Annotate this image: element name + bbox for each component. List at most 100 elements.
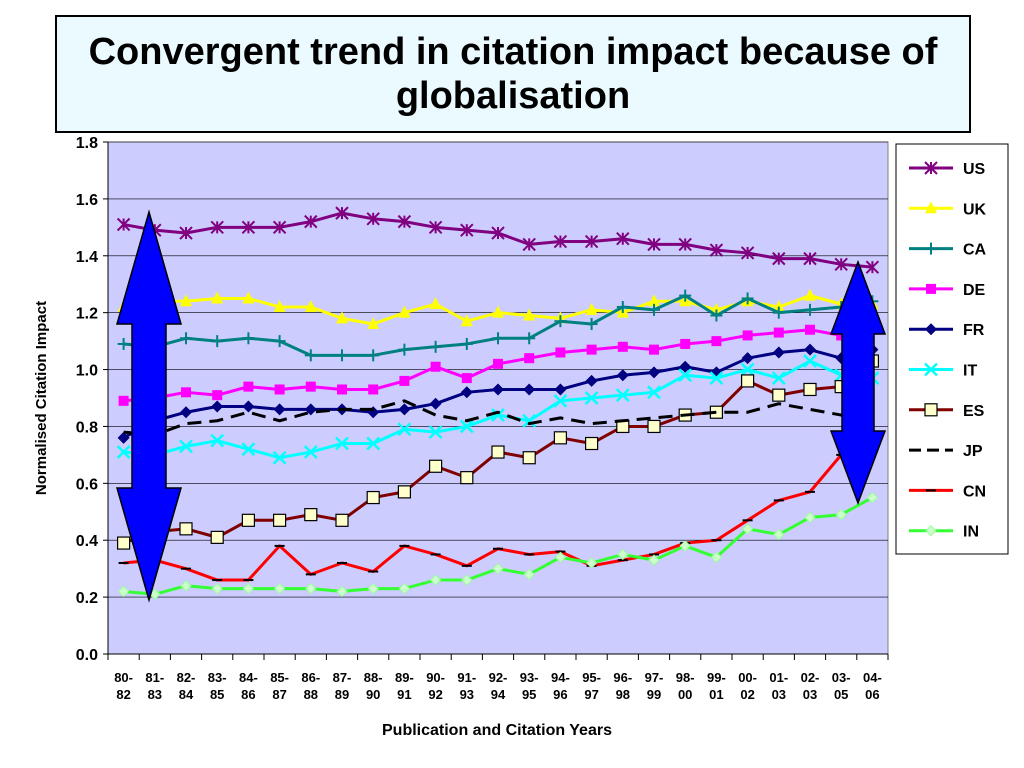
legend-item-uk: UK xyxy=(909,201,987,218)
data-point xyxy=(925,323,937,336)
data-point xyxy=(925,524,937,537)
legend-label: JP xyxy=(963,443,983,460)
data-point xyxy=(399,375,410,386)
data-point xyxy=(491,226,505,240)
data-point xyxy=(116,217,131,232)
data-point xyxy=(273,582,286,595)
x-tick-label: 95-97 xyxy=(582,670,601,702)
series-layer xyxy=(116,206,880,600)
data-point xyxy=(585,557,598,569)
data-point xyxy=(272,220,287,235)
data-point xyxy=(117,337,130,350)
data-point xyxy=(711,336,722,347)
data-point xyxy=(429,297,442,310)
data-point xyxy=(210,433,225,448)
data-point xyxy=(493,358,503,369)
data-point xyxy=(772,251,786,266)
data-point xyxy=(337,384,347,395)
legend: US UK CA DE FR IT ES JP CN IN xyxy=(895,143,1009,555)
data-point xyxy=(335,513,349,527)
x-tick-label: 03-05 xyxy=(832,670,851,702)
data-point xyxy=(771,371,786,385)
data-point xyxy=(804,511,816,524)
series-in xyxy=(117,491,879,600)
data-point xyxy=(180,332,192,345)
data-point xyxy=(242,291,255,304)
legend-label: DE xyxy=(963,282,986,299)
data-point xyxy=(367,582,379,595)
legend-box xyxy=(895,143,1009,555)
data-point xyxy=(617,341,628,352)
data-point xyxy=(710,309,723,322)
data-point xyxy=(866,491,879,504)
data-point xyxy=(836,330,847,341)
x-tick-label: 02-03 xyxy=(801,670,820,702)
data-point xyxy=(303,445,318,459)
legend-item-us: US xyxy=(909,161,986,178)
data-point xyxy=(211,291,224,304)
data-point xyxy=(336,311,348,324)
data-point xyxy=(803,382,817,397)
x-tick-label: 96-98 xyxy=(613,670,632,702)
data-point xyxy=(804,303,816,316)
y-tick-label: 0.4 xyxy=(76,533,98,550)
data-point xyxy=(179,226,193,240)
x-tick-label: 92-94 xyxy=(489,670,508,702)
data-point xyxy=(679,360,692,373)
data-point xyxy=(304,349,317,362)
data-point xyxy=(336,585,348,598)
data-point xyxy=(429,397,442,410)
data-point xyxy=(367,349,380,362)
data-point xyxy=(523,308,536,321)
data-point xyxy=(366,212,380,226)
data-point xyxy=(616,369,629,382)
y-axis: 0.0 0.2 0.4 0.6 0.8 1.0 1.2 1.4 1.6 1.8 xyxy=(76,135,109,664)
data-point xyxy=(492,383,504,396)
data-point xyxy=(679,289,692,302)
data-point xyxy=(242,332,255,345)
data-point xyxy=(678,368,693,383)
x-tick-label: 91-93 xyxy=(457,670,476,702)
legend-item-in: IN xyxy=(909,524,979,541)
data-point xyxy=(773,327,784,338)
data-point xyxy=(740,246,755,260)
data-point xyxy=(925,201,937,214)
data-point xyxy=(274,384,285,395)
data-point xyxy=(586,344,597,355)
data-point xyxy=(428,220,443,235)
legend-label: UK xyxy=(963,201,987,218)
data-point xyxy=(554,315,567,328)
data-point xyxy=(555,347,566,358)
data-point xyxy=(616,300,629,313)
data-point xyxy=(491,445,505,459)
data-point xyxy=(648,554,660,566)
series-jp xyxy=(123,399,873,437)
series-us xyxy=(116,206,880,274)
data-point xyxy=(179,439,193,454)
data-point xyxy=(524,353,535,364)
data-point xyxy=(305,381,316,392)
legend-label: ES xyxy=(963,403,985,420)
data-point xyxy=(304,508,318,522)
series-de xyxy=(118,324,878,406)
y-tick-label: 1.4 xyxy=(76,249,98,266)
y-tick-label: 0.2 xyxy=(76,590,98,607)
legend-label: FR xyxy=(963,322,985,339)
data-point xyxy=(243,381,254,392)
data-point xyxy=(460,386,473,399)
data-point xyxy=(211,400,224,413)
data-point xyxy=(428,425,443,440)
x-tick-label: 98-00 xyxy=(676,670,695,702)
data-point xyxy=(461,574,473,586)
y-tick-label: 1.0 xyxy=(76,363,98,380)
data-point xyxy=(272,450,287,465)
data-point xyxy=(835,508,847,521)
data-point xyxy=(523,568,535,581)
data-point xyxy=(492,562,504,575)
data-point xyxy=(368,384,379,395)
data-point xyxy=(615,388,630,403)
data-point xyxy=(397,485,411,499)
data-point xyxy=(398,582,411,595)
data-point xyxy=(772,306,785,319)
